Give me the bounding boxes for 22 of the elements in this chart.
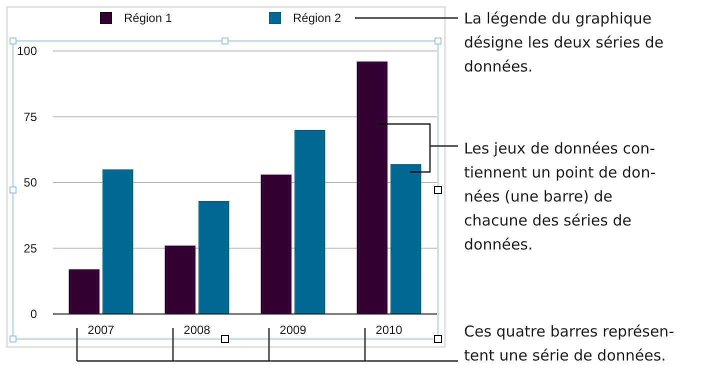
bar [260,174,292,314]
y-tick-label: 100 [16,44,38,58]
bar [102,169,134,314]
bar [198,200,230,314]
y-tick-label: 25 [24,241,38,256]
bar [294,130,326,314]
x-tick-label: 2009 [280,323,307,338]
x-tick-label: 2010 [376,323,403,338]
bar [68,269,100,314]
text: Les jeux de données con- tiennent un point de don- nées (une barre) de chacune des séries de données. [464,139,656,254]
legend-label: Région 1 [124,11,172,26]
x-tick-label: 2008 [184,323,211,338]
text: Ces quatre barres représen- tent une série de données. [464,322,674,364]
legend-label: Région 2 [293,11,342,26]
bar [356,62,388,314]
bar [164,246,196,314]
bar [390,164,422,314]
y-tick-label: 0 [30,307,38,322]
text: La légende du graphique désigne les deux séries de données. [464,9,664,76]
x-tick-label: 2007 [88,323,115,338]
y-tick-label: 75 [24,110,38,124]
y-tick-label: 50 [24,176,38,190]
